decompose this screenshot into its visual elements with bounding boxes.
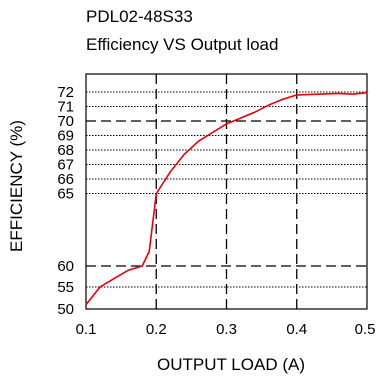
- y-tick-label: 72: [57, 84, 74, 101]
- y-tick-label: 67: [57, 157, 74, 174]
- plot-frame: [85, 73, 368, 310]
- y-tick-label: 55: [57, 279, 74, 296]
- chart-title: PDL02-48S33: [86, 7, 193, 26]
- y-tick-label: 71: [57, 99, 74, 116]
- x-tick-label: 0.5: [355, 321, 376, 338]
- x-tick-label: 0.2: [146, 321, 167, 338]
- y-tick-label: 50: [57, 301, 74, 318]
- y-tick-label: 66: [57, 171, 74, 188]
- x-tick-label: 0.1: [76, 321, 97, 338]
- x-axis-label: OUTPUT LOAD (A): [157, 355, 305, 374]
- y-axis-label: EFFICIENCY (%): [7, 120, 26, 252]
- y-tick-label: 70: [57, 113, 74, 130]
- y-tick-label: 65: [57, 186, 74, 203]
- chart-subtitle: Efficiency VS Output load: [86, 35, 279, 54]
- y-tick-label: 60: [57, 258, 74, 275]
- y-tick-label: 68: [57, 142, 74, 159]
- y-tick-label: 69: [57, 128, 74, 145]
- grid-lines: [86, 74, 367, 309]
- x-tick-label: 0.3: [216, 321, 237, 338]
- x-tick-labels: 0.1 0.2 0.3 0.4 0.5: [76, 321, 376, 338]
- efficiency-series-line: [85, 91, 368, 306]
- x-tick-label: 0.4: [286, 321, 307, 338]
